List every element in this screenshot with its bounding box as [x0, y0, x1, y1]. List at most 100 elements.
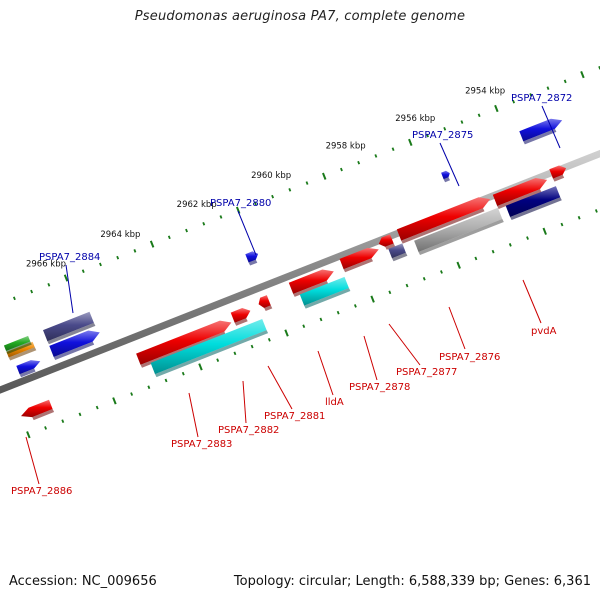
minor-tick: [185, 228, 188, 233]
reverse-gene-label[interactable]: lldA: [325, 397, 344, 408]
gene-shadow: [53, 341, 95, 360]
gene-body: [16, 360, 41, 375]
gene-shadow: [401, 208, 485, 244]
forward-gene-label[interactable]: PSPA7_2884: [39, 252, 100, 263]
gene-slate-small: [388, 243, 408, 262]
minor-tick: [529, 93, 533, 97]
minor-tick: [443, 127, 447, 131]
major-tick: [580, 70, 585, 79]
gene-cyan-segment: [150, 319, 269, 378]
scale-label: 2962 kbp: [177, 200, 217, 210]
minor-tick: [81, 269, 85, 274]
minor-tick: [477, 113, 481, 118]
upper-tick-row: [12, 65, 600, 301]
gene-cyan-short: [299, 276, 351, 309]
gene-pspa7-2876: [414, 207, 504, 255]
gene-shadow: [510, 197, 562, 220]
gene-body: [230, 308, 251, 323]
reverse-gene-label[interactable]: PSPA7_2877: [396, 367, 457, 378]
gene-body: [519, 118, 563, 142]
minor-tick: [116, 255, 120, 260]
gene-pspa7-2880: [245, 251, 259, 266]
scale-label: 2966 kbp: [26, 260, 66, 270]
minor-tick: [391, 147, 395, 151]
reverse-gene-label[interactable]: PSPA7_2882: [218, 425, 279, 436]
leader-line: [541, 105, 561, 149]
gene-body: [245, 251, 259, 263]
gene-body: [492, 178, 548, 206]
gene-green: [3, 335, 32, 354]
minor-tick: [440, 270, 443, 274]
leader-line: [448, 306, 466, 350]
gene-pspa7-2882: [230, 308, 251, 326]
minor-tick: [512, 99, 516, 104]
major-tick: [370, 295, 375, 303]
gene-shadow: [497, 189, 542, 209]
gene-shadow: [47, 322, 96, 345]
leader-line: [363, 335, 378, 381]
major-tick: [198, 363, 203, 371]
minor-tick: [167, 235, 171, 240]
minor-tick: [405, 283, 409, 288]
reverse-gene-label[interactable]: pvdA: [531, 326, 557, 337]
minor-tick: [202, 221, 206, 226]
reverse-gene-label[interactable]: PSPA7_2881: [264, 411, 325, 422]
major-tick: [408, 138, 413, 147]
gene-shadow: [418, 219, 504, 255]
gene-body: [378, 234, 394, 247]
gene-edge-red: [549, 165, 567, 182]
leader-line: [25, 436, 40, 485]
gene-pspa7-2886: [21, 399, 55, 421]
forward-gene-label[interactable]: PSPA7_2872: [511, 93, 572, 104]
forward-gene-label[interactable]: PSPA7_2875: [412, 130, 473, 141]
gene-shadow: [385, 243, 396, 250]
major-tick: [322, 172, 327, 180]
reverse-gene-label[interactable]: PSPA7_2878: [349, 382, 410, 393]
minor-tick: [44, 426, 47, 430]
gene-pvdA: [505, 186, 562, 220]
gene-body: [258, 295, 271, 308]
forward-gene-label[interactable]: PSPA7_2880: [210, 198, 271, 209]
gene-shadow: [523, 128, 557, 145]
minor-tick: [216, 358, 220, 362]
minor-tick: [546, 86, 550, 90]
gene-shadow: [8, 347, 37, 361]
minor-tick: [253, 201, 257, 206]
minor-tick: [47, 282, 51, 287]
major-tick: [284, 329, 289, 337]
gene-body: [549, 165, 567, 179]
reverse-gene-label[interactable]: PSPA7_2876: [439, 352, 500, 363]
gene-shadow: [155, 330, 269, 378]
minor-tick: [353, 304, 357, 308]
minor-tick: [181, 371, 185, 376]
minor-tick: [133, 249, 137, 253]
reverse-gene-label[interactable]: PSPA7_2883: [171, 439, 232, 450]
minor-tick: [99, 262, 102, 267]
leader-line: [237, 210, 257, 256]
gene-body: [388, 243, 406, 259]
gene-shadow: [293, 280, 329, 297]
gene-pspa7-2877: [396, 197, 491, 244]
scale-label: 2954 kbp: [465, 87, 505, 97]
gene-shadow: [343, 258, 373, 273]
minor-tick: [288, 188, 292, 192]
lower-tick-row: [26, 209, 598, 439]
major-tick: [26, 431, 31, 439]
gene-shadow: [392, 252, 408, 262]
minor-tick: [147, 385, 151, 390]
minor-tick: [164, 378, 168, 383]
reverse-gene-label[interactable]: PSPA7_2886: [11, 486, 72, 497]
major-tick: [112, 397, 117, 405]
minor-tick: [78, 412, 82, 417]
minor-tick: [12, 296, 16, 301]
minor-tick: [340, 167, 343, 172]
minor-tick: [319, 317, 323, 322]
gene-body: [441, 170, 450, 180]
minor-tick: [526, 236, 529, 240]
minor-tick: [61, 419, 65, 423]
topology-label: Topology: circular; Length: 6,588,339 bp…: [233, 574, 591, 589]
gene-shadow: [264, 305, 273, 311]
minor-tick: [302, 324, 306, 329]
gene-blue-small: [16, 360, 41, 378]
gene-body: [3, 335, 31, 351]
